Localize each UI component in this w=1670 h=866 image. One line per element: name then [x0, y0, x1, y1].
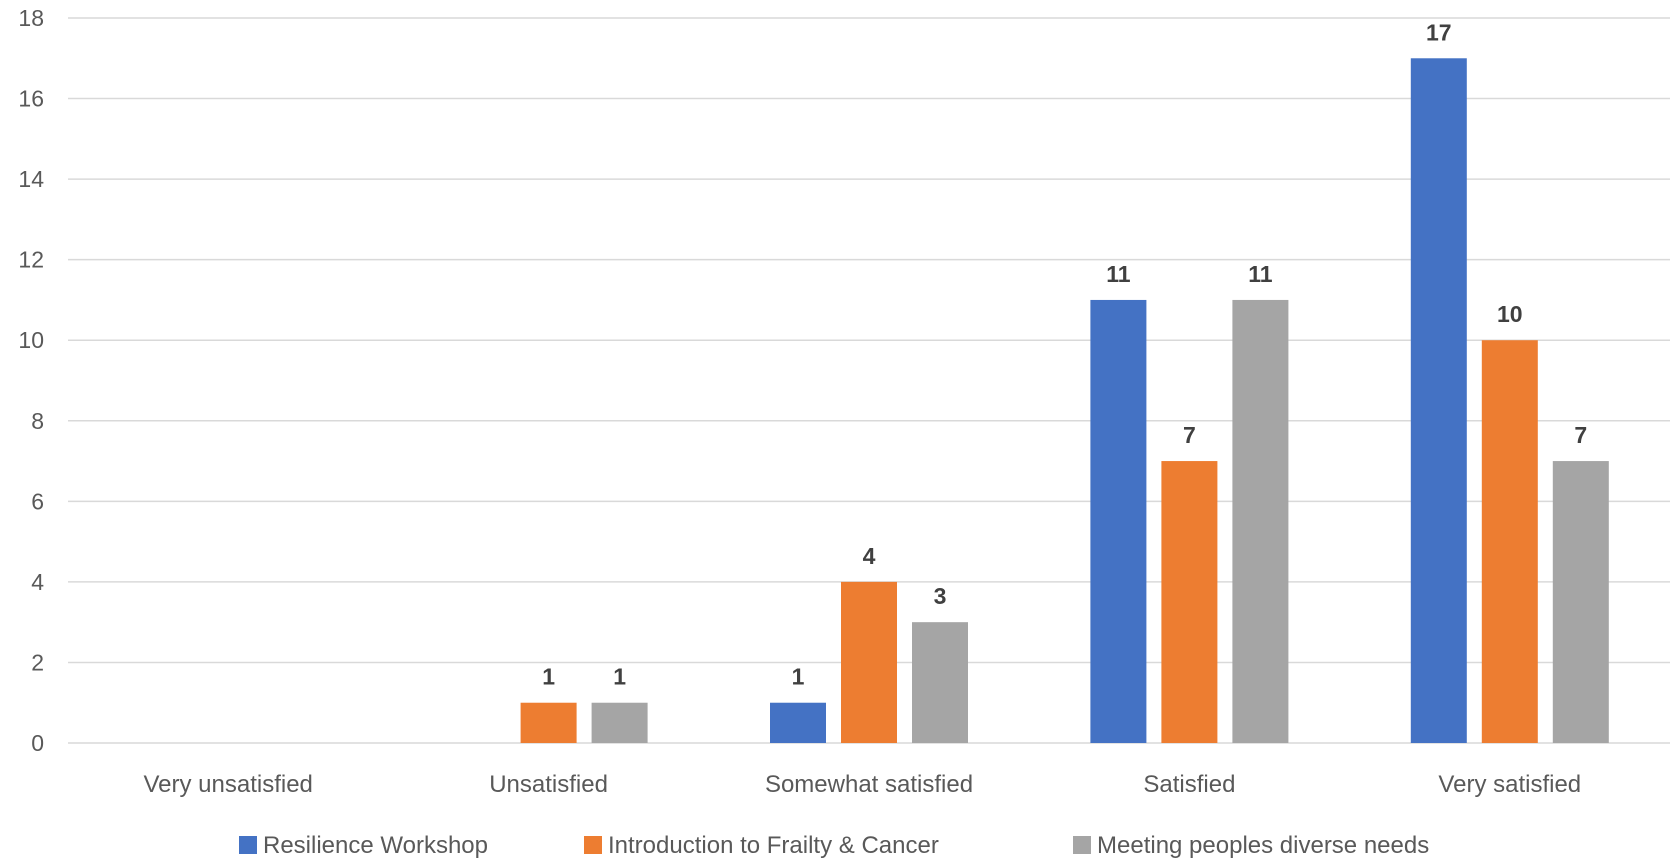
bar-resilience-workshop-somewhat-satisfied — [770, 702, 826, 743]
bar-introduction-to-frailty-cancer-satisfied — [1161, 461, 1218, 743]
bar-meeting-peoples-diverse-needs-unsatisfied — [591, 702, 648, 743]
bar-resilience-workshop-very-satisfied — [1410, 58, 1467, 744]
legend-label-meeting-peoples-diverse-needs: Meeting peoples diverse needs — [1097, 832, 1429, 859]
y-tick-label: 18 — [18, 5, 44, 31]
data-label: 11 — [1248, 261, 1273, 287]
y-tick-label: 4 — [31, 569, 44, 595]
data-label: 11 — [1106, 261, 1131, 287]
y-tick-label: 2 — [31, 649, 44, 675]
x-category-label: Unsatisfied — [489, 771, 608, 798]
data-label: 10 — [1497, 301, 1523, 327]
data-label: 1 — [542, 664, 555, 690]
y-tick-label: 0 — [31, 730, 44, 756]
data-label: 17 — [1426, 19, 1452, 45]
x-category-label: Very unsatisfied — [143, 771, 312, 798]
data-label: 4 — [863, 543, 876, 569]
x-category-label: Satisfied — [1143, 771, 1235, 798]
y-axis-tick-labels: 0 2 4 6 8 10 12 14 16 18 — [18, 5, 44, 756]
bar-introduction-to-frailty-cancer-somewhat-satisfied — [841, 581, 897, 743]
y-tick-label: 6 — [31, 488, 44, 514]
y-tick-label: 14 — [18, 166, 44, 192]
legend-swatch-meeting-peoples-diverse-needs — [1073, 836, 1091, 854]
bar-introduction-to-frailty-cancer-very-satisfied — [1481, 340, 1538, 743]
bar-resilience-workshop-satisfied — [1090, 299, 1147, 743]
x-category-label: Somewhat satisfied — [765, 771, 973, 798]
y-tick-label: 16 — [18, 86, 44, 112]
data-label: 3 — [934, 583, 947, 609]
grid-layer — [68, 17, 1670, 744]
legend-swatch-resilience-workshop — [239, 836, 257, 854]
bar-meeting-peoples-diverse-needs-very-satisfied — [1552, 461, 1609, 743]
data-label: 1 — [792, 664, 805, 690]
legend-label-introduction-to-frailty-cancer: Introduction to Frailty & Cancer — [608, 832, 939, 859]
data-label: 7 — [1574, 422, 1587, 448]
bars — [520, 58, 1609, 744]
x-axis-category-labels: Very unsatisfied Unsatisfied Somewhat sati… — [143, 771, 1581, 798]
data-label: 7 — [1183, 422, 1196, 448]
bar-introduction-to-frailty-cancer-unsatisfied — [520, 702, 577, 743]
y-tick-label: 10 — [18, 327, 44, 353]
legend-label-resilience-workshop: Resilience Workshop — [263, 832, 488, 859]
legend-swatch-introduction-to-frailty-cancer — [584, 836, 602, 854]
data-label: 1 — [613, 664, 626, 690]
bar-meeting-peoples-diverse-needs-satisfied — [1232, 299, 1289, 743]
y-tick-label: 8 — [31, 408, 44, 434]
legend: Resilience Workshop Introduction to Frail… — [239, 832, 1429, 859]
x-category-label: Very satisfied — [1438, 771, 1581, 798]
y-tick-label: 12 — [18, 247, 44, 273]
bar-meeting-peoples-diverse-needs-somewhat-satisfied — [912, 622, 968, 743]
